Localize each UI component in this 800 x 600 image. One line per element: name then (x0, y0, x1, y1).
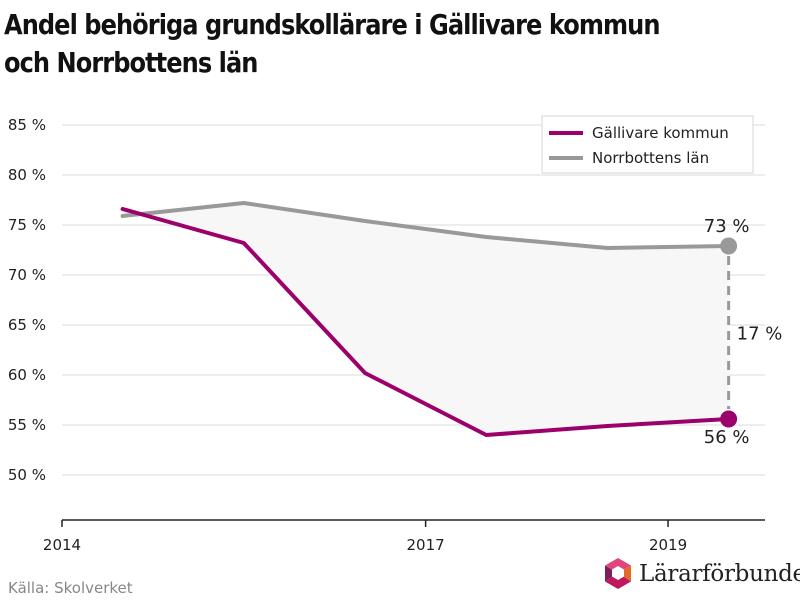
series-lines (120, 201, 731, 437)
y-tick-label: 50 % (8, 466, 46, 484)
y-tick-label: 80 % (8, 166, 46, 184)
x-tick-label: 2017 (407, 536, 445, 554)
endpoint-norrbotten (720, 237, 738, 255)
x-axis: 2014 2017 2019 (43, 519, 765, 554)
x-tick-label: 2019 (649, 536, 687, 554)
endpoint-gallivare (720, 410, 738, 428)
difference-area (122, 203, 729, 435)
y-axis-ticks: 50 % 55 % 60 % 65 % 70 % 75 % 80 % 85 % (8, 116, 46, 484)
y-tick-label: 85 % (8, 116, 46, 134)
chart-title: Andel behöriga grundskollärare i Gälliva… (4, 8, 661, 79)
y-tick-label: 55 % (8, 416, 46, 434)
annotation-difference: 17 % (737, 324, 783, 345)
legend-label: Gällivare kommun (592, 124, 729, 142)
x-tick-label: 2014 (43, 536, 81, 554)
brand-mark-icon (605, 558, 631, 589)
y-tick-label: 75 % (8, 216, 46, 234)
legend: Gällivare kommun Norrbottens län (541, 115, 754, 174)
legend-box (541, 115, 754, 174)
series-line-gallivare (120, 207, 731, 437)
annotation-bottom-value: 56 % (704, 427, 750, 448)
annotation-top-value: 73 % (704, 216, 750, 237)
brand-logo: Lärarförbundet (603, 556, 800, 592)
series-line-norrbotten (120, 201, 731, 250)
brand-name: Lärarförbundet (639, 561, 800, 587)
legend-label: Norrbottens län (592, 149, 709, 167)
y-tick-label: 60 % (8, 366, 46, 384)
y-tick-label: 65 % (8, 316, 46, 334)
y-tick-label: 70 % (8, 266, 46, 284)
source-note: Källa: Skolverket (8, 579, 133, 597)
